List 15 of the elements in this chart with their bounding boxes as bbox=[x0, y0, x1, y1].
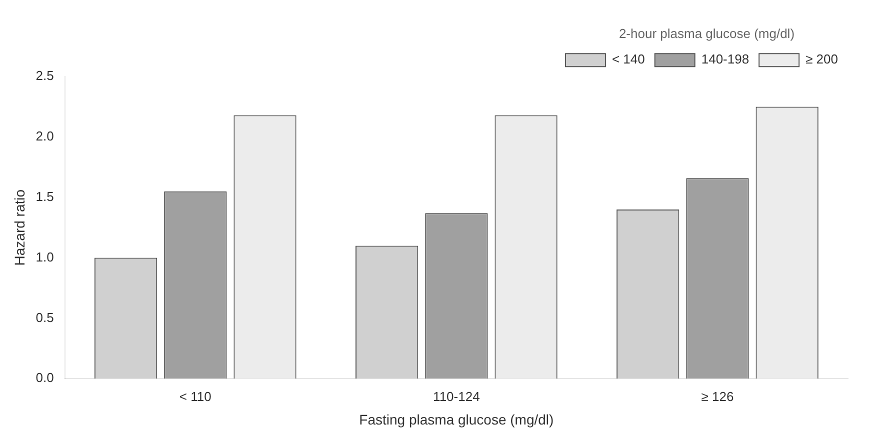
legend-label: 140-198 bbox=[701, 52, 750, 67]
y-tick-label: 2.5 bbox=[36, 68, 54, 84]
y-tick-label: 0.0 bbox=[36, 370, 54, 386]
x-tick-label: 110-124 bbox=[433, 388, 480, 404]
legend-label: < 140 bbox=[612, 52, 645, 67]
x-axis-title: Fasting plasma glucose (mg/dl) bbox=[359, 411, 554, 428]
y-tick-label: 0.5 bbox=[36, 310, 54, 325]
x-tick-label: < 110 bbox=[179, 388, 212, 404]
y-axis-title: Hazard ratio bbox=[11, 189, 28, 266]
y-tick-label: 1.5 bbox=[36, 188, 54, 204]
legend-title: 2-hour plasma glucose (mg/dl) bbox=[618, 26, 795, 42]
y-tick-label: 2.0 bbox=[36, 128, 54, 144]
y-tick-label: 1.0 bbox=[36, 249, 54, 264]
x-tick-label: ≥ 126 bbox=[701, 388, 734, 404]
legend-label: ≥ 200 bbox=[806, 52, 838, 67]
